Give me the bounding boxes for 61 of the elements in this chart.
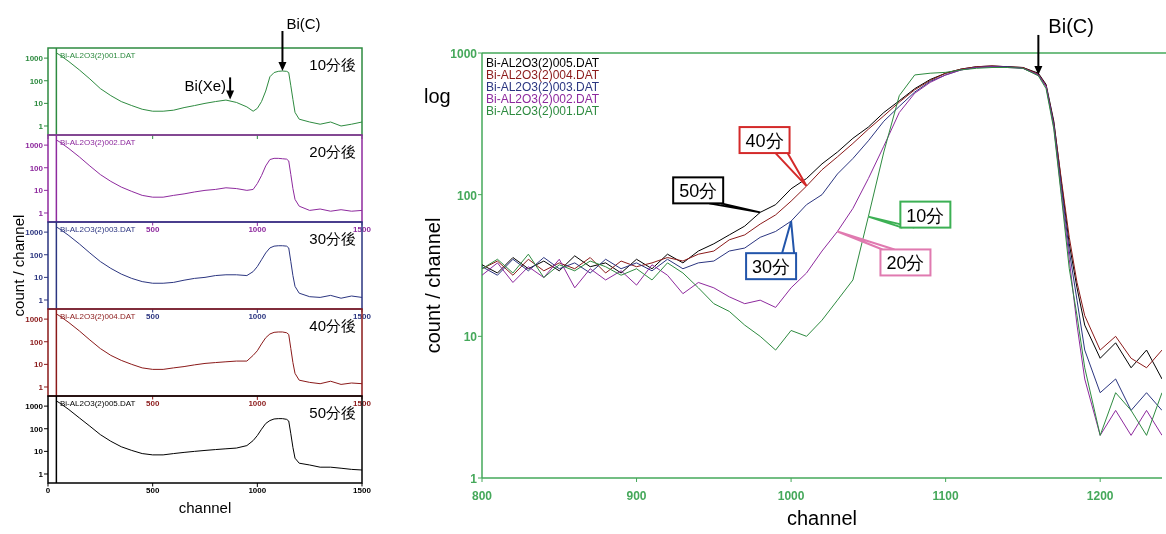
y-tick-label: 1 (38, 383, 44, 392)
y-axis-title: count / channel (10, 214, 27, 317)
y-tick-label: 10 (34, 99, 44, 109)
annotation: 10分後 (309, 56, 356, 73)
text: Bi-AL2O3(2)003.DAT (486, 80, 600, 94)
series-label: Bi-AL2O3(2)001.DAT (60, 51, 136, 60)
x-tick-label: 1500 (353, 486, 372, 495)
series-label: Bi-AL2O3(2)005.DAT (60, 399, 136, 408)
x-tick-label: 1100 (932, 489, 959, 503)
y-tick-label: 1 (38, 209, 44, 218)
series-label: Bi-AL2O3(2)004.DAT (60, 312, 136, 321)
x-tick-label: 500 (145, 399, 160, 408)
y-tick-label: 100 (29, 337, 44, 347)
y-tick-label: 10 (463, 330, 478, 345)
annotation: 30分 (752, 257, 791, 278)
y-tick-label: 1 (38, 470, 44, 479)
x-tick-label: 900 (626, 489, 647, 503)
text: Bi-AL2O3(2)004.DAT (486, 68, 600, 82)
x-tick-label: 0 (45, 486, 51, 495)
y-tick-label: 1000 (25, 54, 44, 64)
x-tick-label: 500 (145, 486, 160, 495)
y-tick-label: 100 (29, 250, 44, 260)
series-label: Bi-AL2O3(2)003.DAT (60, 225, 136, 234)
annotation: Bi(C) (1048, 14, 1094, 37)
y-tick-label: 1 (38, 296, 44, 305)
annotation: 10分 (906, 205, 945, 226)
x-tick-label: 1000 (248, 486, 267, 495)
text: Bi-AL2O3(2)002.DAT (486, 92, 600, 106)
annotation: 50分 (679, 181, 718, 202)
x-tick-label: 500 (145, 312, 160, 321)
x-tick-label: 800 (471, 489, 493, 503)
y-tick-label: 1 (470, 472, 478, 486)
y-tick-label: 100 (29, 76, 44, 86)
x-tick-label: 1000 (248, 312, 267, 321)
text: log (424, 85, 451, 107)
annotation: Bi(C) (286, 14, 321, 32)
x-axis-title: channel (786, 507, 858, 529)
x-tick-label: 1000 (248, 399, 267, 408)
x-axis-title: channel (178, 499, 232, 516)
y-tick-label: 1 (38, 122, 44, 131)
y-tick-label: 1000 (450, 47, 478, 61)
annotation: 20分後 (309, 143, 356, 160)
text: Bi-AL2O3(2)001.DAT (486, 104, 600, 118)
y-tick-label: 10 (34, 360, 44, 370)
x-tick-label: 1000 (248, 225, 267, 234)
x-tick-label: 1200 (1086, 489, 1114, 503)
y-tick-label: 100 (456, 188, 478, 203)
annotation: Bi(Xe) (184, 77, 227, 95)
series-label: Bi-AL2O3(2)002.DAT (60, 138, 136, 147)
y-tick-label: 100 (29, 163, 44, 173)
text: Bi-AL2O3(2)005.DAT (486, 56, 600, 70)
y-tick-label: 10 (34, 273, 44, 283)
y-tick-label: 100 (29, 424, 44, 434)
y-tick-label: 10 (34, 186, 44, 196)
y-axis-title: count / channel (422, 217, 444, 354)
x-tick-label: 500 (145, 225, 160, 234)
y-tick-label: 10 (34, 447, 44, 457)
annotation: 20分 (886, 253, 925, 274)
annotation: 40分 (745, 131, 784, 152)
y-tick-label: 1000 (25, 141, 44, 151)
x-tick-label: 1000 (777, 489, 805, 503)
